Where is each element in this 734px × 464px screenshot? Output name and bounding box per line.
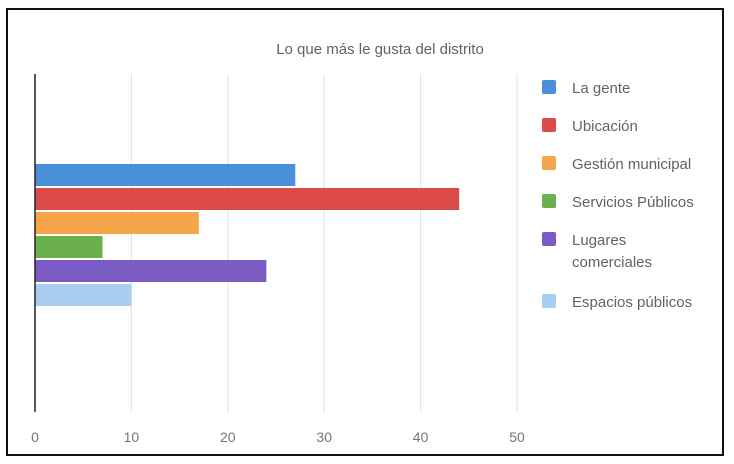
legend-label: Gestión municipal: [572, 156, 691, 173]
legend-swatch: [542, 194, 556, 208]
bar-espacios-públicos: [35, 284, 132, 306]
legend-swatch: [542, 294, 556, 308]
x-tick-label: 50: [509, 429, 525, 445]
legend-swatch: [542, 80, 556, 94]
bar-servicios-públicos: [35, 236, 103, 258]
bar-gestión-municipal: [35, 212, 199, 234]
x-tick-label: 20: [220, 429, 236, 445]
bar-lugares-comerciales: [35, 260, 267, 282]
x-tick-label: 0: [31, 429, 39, 445]
legend-label: Ubicación: [572, 118, 638, 135]
x-tick-label: 30: [316, 429, 332, 445]
legend-label: Servicios Públicos: [572, 194, 694, 211]
x-tick-label: 10: [124, 429, 140, 445]
legend-swatch: [542, 118, 556, 132]
legend-swatch: [542, 156, 556, 170]
legend-label: La gente: [572, 80, 630, 97]
bar-ubicación: [35, 188, 460, 210]
legend-label: Lugares comerciales: [572, 232, 652, 271]
legend-label: Espacios públicos: [572, 294, 692, 311]
x-tick-label: 40: [413, 429, 429, 445]
bar-la-gente: [35, 164, 296, 186]
legend-swatch: [542, 232, 556, 246]
chart-title: Lo que más le gusta del distrito: [276, 41, 484, 58]
